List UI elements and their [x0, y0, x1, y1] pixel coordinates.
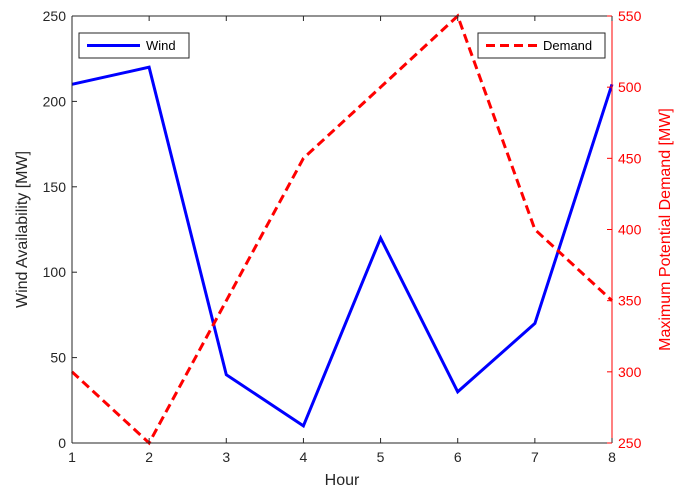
right-tick-label: 300 [618, 364, 642, 380]
right-tick-label: 350 [618, 293, 642, 309]
x-tick-label: 8 [608, 449, 616, 465]
right-axis-label: Maximum Potential Demand [MW] [657, 108, 674, 351]
left-tick-label: 50 [50, 350, 66, 366]
series-line-demand [70, 13, 614, 446]
x-tick-label: 7 [531, 449, 539, 465]
series-line-wind [71, 65, 614, 429]
x-tick-label: 3 [222, 449, 230, 465]
plot-area [72, 16, 612, 443]
left-tick-label: 100 [43, 264, 67, 280]
left-tick-label: 200 [43, 93, 67, 109]
x-tick-label: 2 [145, 449, 153, 465]
legend-wind-label: Wind [146, 38, 176, 53]
legend-wind[interactable]: Wind [78, 32, 190, 59]
right-tick-label: 450 [618, 150, 642, 166]
right-tick-label: 550 [618, 8, 642, 24]
right-tick-label: 250 [618, 435, 642, 451]
x-tick-label: 1 [68, 449, 76, 465]
legend-demand-label: Demand [543, 38, 592, 53]
left-tick-label: 250 [43, 8, 67, 24]
x-tick-label: 4 [300, 449, 308, 465]
left-tick-label: 0 [58, 435, 66, 451]
left-tick-label: 150 [43, 179, 67, 195]
right-tick-label: 400 [618, 222, 642, 238]
right-tick-label: 500 [618, 79, 642, 95]
x-tick-label: 5 [377, 449, 385, 465]
series-layer [70, 13, 614, 446]
legend-demand-box [477, 32, 606, 59]
x-axis-label: Hour [325, 472, 360, 489]
left-axis-label: Wind Availability [MW] [14, 151, 31, 308]
x-tick-label: 6 [454, 449, 462, 465]
legend-demand[interactable]: Demand [477, 32, 606, 59]
ticks-layer: 1 2 3 4 5 6 7 8 0 50 100 150 200 250 250 300 350 400 450 50… [43, 8, 642, 465]
